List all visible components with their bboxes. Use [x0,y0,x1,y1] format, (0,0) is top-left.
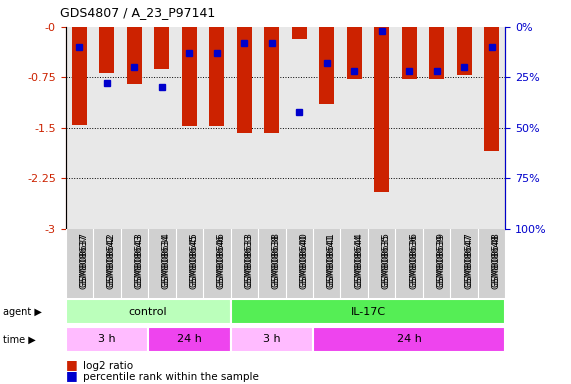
Bar [72,27,87,124]
Text: ■: ■ [66,358,78,371]
Text: GSM808646: GSM808646 [217,232,226,287]
Text: ■: ■ [66,369,78,382]
Text: GSM808638: GSM808638 [272,232,281,287]
Text: 24 h: 24 h [177,334,202,344]
Text: GSM808635: GSM808635 [381,232,391,287]
Text: control: control [129,307,167,317]
FancyBboxPatch shape [231,300,505,324]
FancyBboxPatch shape [148,327,231,352]
Text: GSM808639: GSM808639 [437,234,445,290]
Text: GSM808647: GSM808647 [464,234,473,289]
FancyBboxPatch shape [66,327,148,352]
Text: GSM808633: GSM808633 [244,234,254,290]
Text: GSM808644: GSM808644 [354,234,363,289]
Text: GSM808640: GSM808640 [299,234,308,289]
Text: GSM808635: GSM808635 [381,234,391,290]
Text: log2 ratio: log2 ratio [83,361,133,371]
Text: GSM808636: GSM808636 [409,232,418,287]
Bar [292,27,307,39]
Text: GSM808648: GSM808648 [492,232,501,287]
Text: 3 h: 3 h [263,334,280,344]
Text: GSM808642: GSM808642 [107,234,116,289]
Text: 3 h: 3 h [98,334,116,344]
Text: IL-17C: IL-17C [351,307,385,317]
Text: GSM808644: GSM808644 [354,232,363,287]
Bar [457,27,472,75]
Bar [154,27,170,69]
Text: 24 h: 24 h [397,334,421,344]
Text: GDS4807 / A_23_P97141: GDS4807 / A_23_P97141 [60,6,215,19]
Text: GSM808637: GSM808637 [79,234,89,290]
Text: GSM808647: GSM808647 [464,232,473,287]
Text: GSM808641: GSM808641 [327,232,336,287]
Text: GSM808645: GSM808645 [190,232,198,287]
Bar [209,27,224,126]
FancyBboxPatch shape [313,327,505,352]
Bar [182,27,197,126]
FancyBboxPatch shape [66,300,231,324]
Text: GSM808636: GSM808636 [409,234,418,290]
Text: GSM808639: GSM808639 [437,232,445,287]
Text: GSM808634: GSM808634 [162,234,171,289]
Text: GSM808638: GSM808638 [272,234,281,290]
Text: GSM808646: GSM808646 [217,234,226,289]
Bar [99,27,114,73]
Text: GSM808642: GSM808642 [107,232,116,287]
FancyBboxPatch shape [231,327,313,352]
FancyBboxPatch shape [66,229,505,298]
Text: GSM808643: GSM808643 [134,232,143,287]
Text: GSM808648: GSM808648 [492,234,501,289]
Text: GSM808645: GSM808645 [190,234,198,289]
Text: GSM808640: GSM808640 [299,232,308,287]
Bar [401,27,417,79]
Text: time ▶: time ▶ [3,334,35,344]
Text: GSM808641: GSM808641 [327,234,336,289]
Bar [374,27,389,192]
Bar [484,27,499,151]
Text: GSM808637: GSM808637 [79,232,89,287]
Bar [319,27,334,104]
Text: GSM808643: GSM808643 [134,234,143,289]
Text: agent ▶: agent ▶ [3,307,42,317]
Text: GSM808633: GSM808633 [244,232,254,287]
Bar [347,27,362,79]
Text: percentile rank within the sample: percentile rank within the sample [83,372,259,382]
Bar [429,27,444,79]
Text: GSM808634: GSM808634 [162,232,171,287]
Bar [127,27,142,84]
Bar [264,27,279,132]
Bar [237,27,252,133]
